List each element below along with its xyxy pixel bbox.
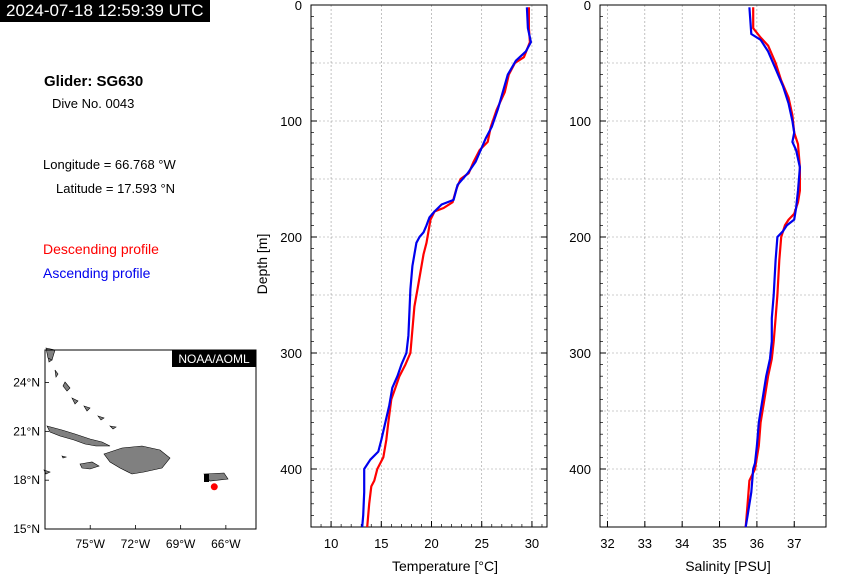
descending-profile-legend: Descending profile [43, 241, 159, 257]
map-lat-label: 15°N [13, 522, 40, 536]
temp-x-tick-label: 15 [374, 536, 388, 551]
map-lat-label: 21°N [13, 424, 40, 438]
temperature-x-axis-label: Temperature [°C] [392, 558, 498, 574]
glider-title: Glider: SG630 [44, 73, 144, 90]
salinity-profile-chart: Salinity [PSU] 32 33 34 35 36 37 0 100 200 300 400 [569, 0, 827, 574]
map-frame [44, 349, 257, 530]
temp-x-tick-label: 25 [474, 536, 488, 551]
timestamp-badge: 2024-07-18 12:59:39 UTC [0, 0, 210, 22]
longitude-readout: Longitude = 66.768 °W [43, 157, 176, 172]
latitude-readout: Latitude = 17.593 °N [56, 181, 176, 196]
temp-frame [310, 4, 548, 528]
temp-x-tick-label: 30 [525, 536, 539, 551]
location-map: NOAA/AOML 24°N 21°N 18°N 15°N 75°W 72°W 69°W 66… [13, 347, 257, 551]
sal-y-tick-label: 0 [584, 0, 591, 13]
temp-y-tick-label: 200 [280, 230, 302, 245]
map-lat-label: 18°N [13, 473, 40, 487]
map-axes: 24°N 21°N 18°N 15°N 75°W 72°W 69°W 66°W [13, 376, 241, 551]
temp-x-tick-label: 10 [324, 536, 338, 551]
temp-y-tick-label: 400 [280, 462, 302, 477]
temperature-profile-chart: Depth [m] Temperature [°C] 10 15 20 25 30010… [254, 0, 548, 574]
salinity-x-axis-label: Salinity [PSU] [685, 558, 771, 574]
sal-series-descending-line [744, 7, 801, 528]
sal-x-tick-label: 33 [638, 536, 652, 551]
ascending-profile-legend: Ascending profile [43, 265, 151, 281]
sal-x-tick-label: 32 [600, 536, 614, 551]
sal-x-tick-label: 35 [712, 536, 726, 551]
temp-series-ascending-line [361, 7, 532, 528]
map-land [43, 347, 229, 482]
sal-x-tick-label: 34 [675, 536, 689, 551]
map-badge-bg [172, 350, 256, 367]
sal-x-tick-label: 36 [750, 536, 764, 551]
map-lon-label: 75°W [75, 537, 105, 551]
map-lon-label: 66°W [211, 537, 241, 551]
sal-y-tick-label: 300 [569, 346, 591, 361]
temp-y-tick-label: 0 [295, 0, 302, 13]
sal-grid [600, 5, 826, 527]
sal-frame [599, 4, 827, 528]
sal-y-tick-label: 200 [569, 230, 591, 245]
dive-number: Dive No. 0043 [52, 96, 135, 111]
sal-series-ascending-line [744, 7, 801, 528]
sal-y-tick-label: 100 [569, 114, 591, 129]
map-lon-label: 72°W [121, 537, 151, 551]
temp-y-tick-label: 100 [280, 114, 302, 129]
temp-y-tick-label: 300 [280, 346, 302, 361]
sal-x-tick-label: 37 [787, 536, 801, 551]
map-lon-label: 69°W [166, 537, 196, 551]
sal-y-tick-label: 400 [569, 462, 591, 477]
temp-x-tick-label: 20 [424, 536, 438, 551]
noaa-aoml-badge: NOAA/AOML [178, 352, 250, 366]
glider-position-marker [210, 483, 218, 491]
glider-trail [204, 474, 209, 482]
temperature-y-axis-label: Depth [m] [254, 234, 270, 295]
map-lat-label: 24°N [13, 376, 40, 390]
temp-grid [311, 5, 547, 527]
